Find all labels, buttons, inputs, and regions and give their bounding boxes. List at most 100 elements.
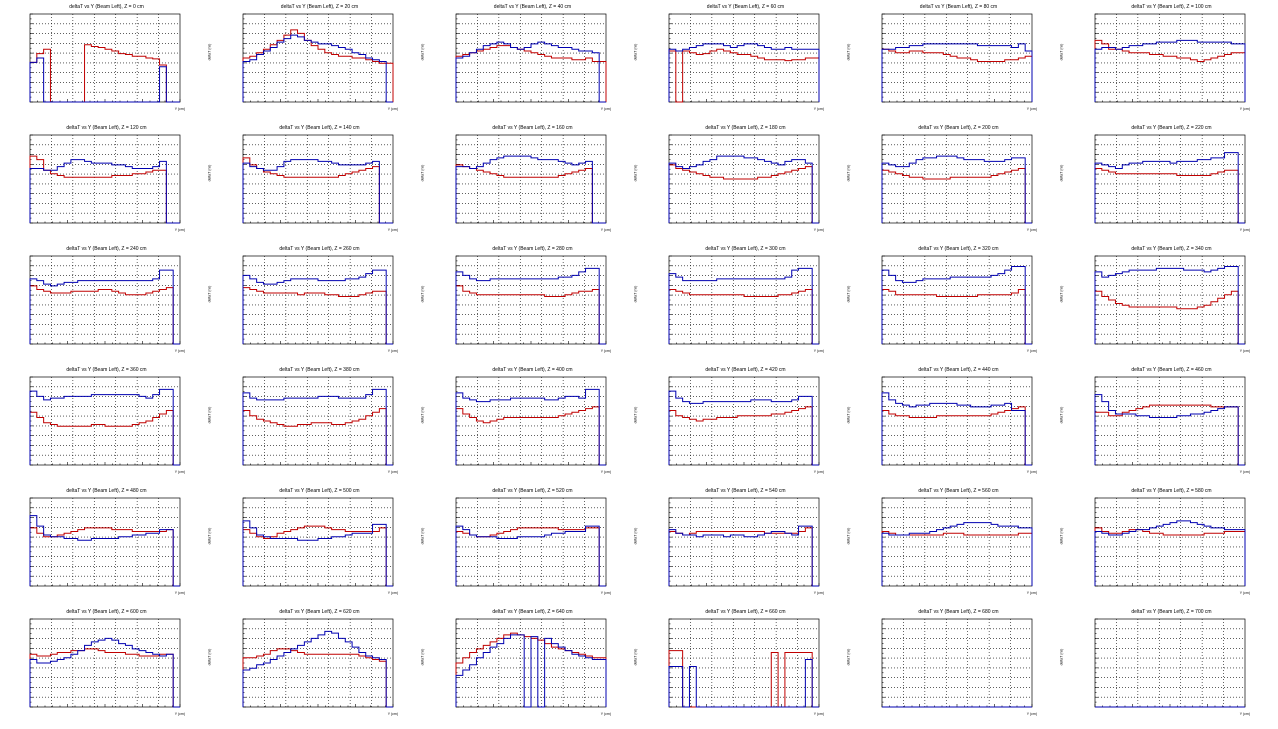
x-axis-label: Y (cm): [813, 349, 824, 353]
histogram-plot: [242, 255, 394, 345]
panel-title: deltaT vs Y (Beam Left), Z = 80 cm: [919, 4, 998, 10]
x-axis-label: Y (cm): [387, 712, 398, 716]
histogram-plot: [1094, 376, 1246, 466]
histogram-plot: [1094, 134, 1246, 224]
plot-frame: [29, 376, 181, 466]
histogram-plot: [242, 376, 394, 466]
series-line-red: [29, 409, 180, 466]
series-line-blue: [881, 155, 1032, 224]
y-axis-label: deltaT (ns): [846, 43, 851, 61]
histogram-plot: [242, 134, 394, 224]
series-line-red: [1094, 290, 1245, 345]
series-line-blue: [242, 388, 393, 466]
histogram-panel: deltaT vs Y (Beam Left), Z = 240 cm delta…: [0, 242, 213, 363]
plot-frame: [668, 13, 820, 103]
series-line-blue: [455, 525, 606, 587]
series-line-blue: [455, 388, 606, 466]
histogram-panel: deltaT vs Y (Beam Left), Z = 340 cm delta…: [1059, 242, 1278, 363]
panel-title: deltaT vs Y (Beam Left), Z = 580 cm: [1131, 488, 1212, 494]
histogram-panel: deltaT vs Y (Beam Left), Z = 480 cm delta…: [0, 484, 213, 605]
y-axis-label: deltaT (ns): [420, 406, 425, 424]
plot-frame: [455, 13, 607, 103]
x-axis-label: Y (cm): [813, 470, 824, 474]
plot-frame: [242, 255, 394, 345]
histogram-plot: [881, 13, 1033, 103]
series-line-red: [29, 648, 180, 708]
histogram-panel: deltaT vs Y (Beam Left), Z = 320 cm delta…: [846, 242, 1065, 363]
histogram-panel: deltaT vs Y (Beam Left), Z = 140 cm delta…: [207, 121, 426, 242]
x-axis-label: Y (cm): [174, 470, 185, 474]
x-axis-label: Y (cm): [387, 470, 398, 474]
histogram-plot: [668, 13, 820, 103]
series-line-red: [668, 650, 819, 708]
histogram-panel: deltaT vs Y (Beam Left), Z = 280 cm delta…: [420, 242, 639, 363]
histogram-plot: [29, 255, 181, 345]
histogram-plot: [29, 134, 181, 224]
series-line-blue: [1094, 266, 1245, 345]
x-axis-label: Y (cm): [1239, 107, 1250, 111]
y-axis-label: deltaT (ns): [633, 164, 638, 182]
histogram-panel: deltaT vs Y (Beam Left), Z = 200 cm delta…: [846, 121, 1065, 242]
x-axis-label: Y (cm): [1239, 712, 1250, 716]
panel-title: deltaT vs Y (Beam Left), Z = 300 cm: [705, 246, 786, 252]
series-line-blue: [29, 637, 180, 708]
plot-frame: [1094, 134, 1246, 224]
series-line-red: [668, 48, 820, 103]
series-line-red: [242, 287, 393, 345]
series-line-blue: [668, 155, 819, 224]
histogram-plot: [29, 376, 181, 466]
series-line-red: [29, 44, 180, 103]
histogram-panel: deltaT vs Y (Beam Left), Z = 180 cm delta…: [633, 121, 852, 242]
y-axis-label: deltaT (ns): [846, 406, 851, 424]
series-line-red: [881, 167, 1032, 224]
series-line-blue: [1094, 152, 1245, 224]
x-axis-label: Y (cm): [1026, 470, 1037, 474]
histogram-plot: [29, 618, 181, 708]
x-axis-label: Y (cm): [387, 107, 398, 111]
series-line-red: [455, 406, 606, 466]
histogram-panel: deltaT vs Y (Beam Left), Z = 680 cm delta…: [846, 605, 1065, 726]
y-axis-label: deltaT (ns): [420, 648, 425, 666]
histogram-plot: [1094, 255, 1246, 345]
histogram-plot: [242, 497, 394, 587]
y-axis-label: deltaT (ns): [420, 285, 425, 303]
series-line-red: [881, 288, 1032, 345]
histogram-panel: deltaT vs Y (Beam Left), Z = 160 cm delta…: [420, 121, 639, 242]
y-axis-label: deltaT (ns): [633, 285, 638, 303]
panel-title: deltaT vs Y (Beam Left), Z = 100 cm: [1131, 4, 1212, 10]
series-line-blue: [29, 57, 180, 103]
plot-frame: [1094, 255, 1246, 345]
x-axis-label: Y (cm): [1026, 591, 1037, 595]
y-axis-label: deltaT (ns): [1059, 406, 1064, 424]
histogram-panel: deltaT vs Y (Beam Left), Z = 580 cm delta…: [1059, 484, 1278, 605]
y-axis-label: deltaT (ns): [633, 648, 638, 666]
panel-title: deltaT vs Y (Beam Left), Z = 140 cm: [279, 125, 360, 131]
x-axis-label: Y (cm): [387, 349, 398, 353]
histogram-plot: [455, 13, 607, 103]
series-line-red: [455, 285, 606, 345]
x-axis-label: Y (cm): [1026, 107, 1037, 111]
y-axis-label: deltaT (ns): [1059, 164, 1064, 182]
histogram-panel: deltaT vs Y (Beam Left), Z = 220 cm delta…: [1059, 121, 1278, 242]
series-line-red: [242, 29, 394, 102]
plot-frame: [455, 134, 607, 224]
histogram-panel: deltaT vs Y (Beam Left), Z = 40 cm deltaT…: [420, 0, 639, 121]
histogram-panel: deltaT vs Y (Beam Left), Z = 0 cm deltaT …: [0, 0, 213, 121]
panel-title: deltaT vs Y (Beam Left), Z = 20 cm: [280, 4, 359, 10]
histogram-panel: deltaT vs Y (Beam Left), Z = 460 cm delta…: [1059, 363, 1278, 484]
series-line-blue: [455, 155, 606, 224]
series-line-red: [1094, 404, 1245, 466]
panel-title: deltaT vs Y (Beam Left), Z = 340 cm: [1131, 246, 1212, 252]
panel-title: deltaT vs Y (Beam Left), Z = 0 cm: [69, 4, 144, 10]
panel-title: deltaT vs Y (Beam Left), Z = 420 cm: [705, 367, 786, 373]
panel-title: deltaT vs Y (Beam Left), Z = 160 cm: [492, 125, 573, 131]
histogram-panel: deltaT vs Y (Beam Left), Z = 440 cm delta…: [846, 363, 1065, 484]
histogram-panel: deltaT vs Y (Beam Left), Z = 400 cm delta…: [420, 363, 639, 484]
histogram-plot: [455, 618, 607, 708]
series-line-blue: [242, 269, 393, 345]
panel-title: deltaT vs Y (Beam Left), Z = 520 cm: [492, 488, 573, 494]
histogram-plot: [881, 497, 1033, 587]
histogram-plot: [242, 618, 394, 708]
series-line-red: [455, 45, 607, 102]
